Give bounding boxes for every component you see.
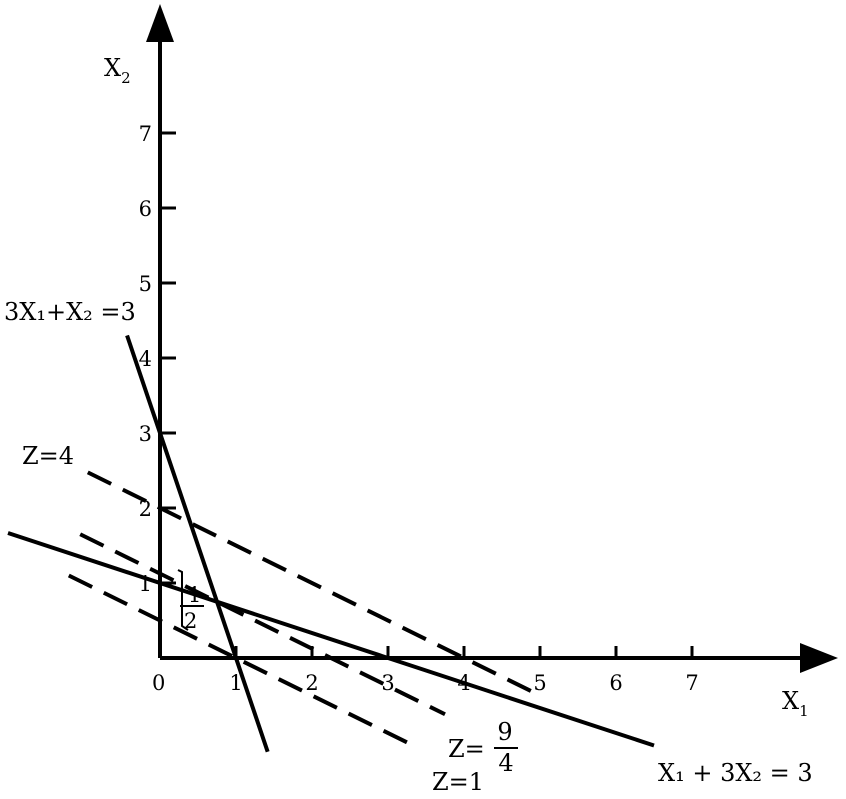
half-denominator: 2	[184, 609, 197, 633]
y-tick-label: 4	[139, 347, 152, 371]
y-axis-arrowhead	[146, 4, 174, 42]
objective-line-z1	[67, 573, 416, 748]
x-axis-arrowhead	[800, 643, 838, 673]
y-tick-label: 7	[139, 122, 152, 146]
y-tick-label: 1	[139, 572, 152, 596]
z-fraction-numerator: 9	[497, 718, 512, 746]
x-tick-label: 6	[609, 671, 622, 695]
x-tick-label: 2	[305, 671, 318, 695]
z-fraction-denominator: 4	[498, 749, 513, 777]
y-tick-label: 6	[139, 197, 152, 221]
x-tick-label: 7	[685, 671, 698, 695]
constraint-line-2	[7, 531, 655, 748]
z-nine-quarters-label: Z=	[448, 735, 485, 763]
x-tick-label: 1	[229, 671, 242, 695]
constraint-2-label: X₁ + 3X₂ = 3	[658, 759, 813, 787]
x-tick-label: 5	[533, 671, 546, 695]
y-tick-label: 5	[139, 272, 152, 296]
constraint-line-1	[125, 334, 270, 753]
x-tick-label: 3	[381, 671, 394, 695]
origin-label: 0	[152, 671, 165, 695]
half-numerator: 1	[188, 583, 201, 607]
z4-label: Z=4	[22, 442, 74, 470]
half-bracket	[177, 569, 189, 631]
x-tick-label: 4	[457, 671, 470, 695]
y-axis-title: X2	[104, 54, 131, 87]
constraint-1-label: 3X₁+X₂ =3	[4, 298, 136, 326]
objective-line-z2_25	[79, 532, 446, 717]
y-tick-label: 2	[139, 497, 152, 521]
constraint-lines	[7, 334, 655, 753]
z1-label: Z=1	[432, 768, 484, 796]
y-tick-label: 3	[139, 422, 152, 446]
x-axis-title: X1	[782, 687, 809, 720]
